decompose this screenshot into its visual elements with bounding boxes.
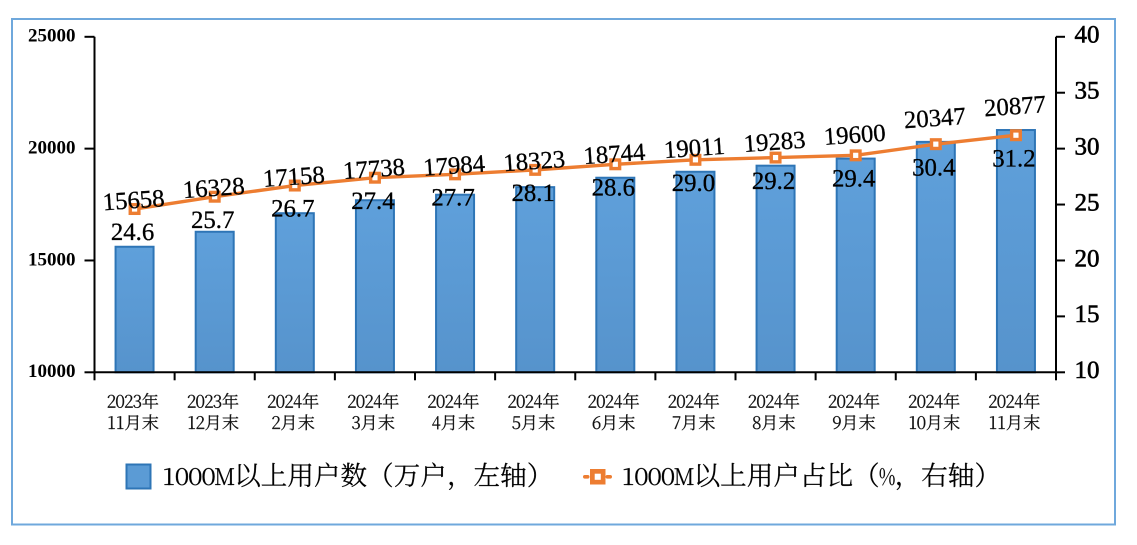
svg-text:19283: 19283 bbox=[743, 127, 807, 158]
svg-text:15658: 15658 bbox=[102, 185, 166, 216]
svg-text:15: 15 bbox=[1075, 301, 1100, 328]
svg-text:18744: 18744 bbox=[582, 139, 646, 170]
svg-text:20877: 20877 bbox=[983, 91, 1047, 122]
svg-text:17158: 17158 bbox=[262, 162, 326, 193]
svg-text:29.2: 29.2 bbox=[752, 168, 795, 195]
svg-text:27.7: 27.7 bbox=[431, 185, 474, 212]
svg-text:10000: 10000 bbox=[28, 361, 76, 382]
svg-text:29.0: 29.0 bbox=[672, 170, 715, 197]
svg-text:27.4: 27.4 bbox=[351, 188, 395, 215]
svg-text:19011: 19011 bbox=[663, 133, 726, 164]
svg-text:17738: 17738 bbox=[342, 154, 406, 185]
svg-text:10: 10 bbox=[1075, 357, 1100, 384]
svg-text:30: 30 bbox=[1075, 133, 1100, 160]
svg-text:15000: 15000 bbox=[28, 249, 76, 270]
svg-text:24.6: 24.6 bbox=[111, 219, 154, 246]
svg-text:28.1: 28.1 bbox=[511, 180, 554, 207]
svg-text:17984: 17984 bbox=[422, 150, 486, 181]
svg-text:19600: 19600 bbox=[823, 120, 887, 151]
svg-text:25: 25 bbox=[1075, 189, 1100, 216]
svg-text:25.7: 25.7 bbox=[191, 207, 234, 234]
svg-text:26.7: 26.7 bbox=[271, 196, 314, 223]
svg-text:29.4: 29.4 bbox=[832, 166, 876, 193]
svg-text:28.6: 28.6 bbox=[592, 174, 635, 201]
svg-text:30.4: 30.4 bbox=[912, 154, 956, 181]
svg-text:40: 40 bbox=[1075, 22, 1100, 49]
svg-text:35: 35 bbox=[1075, 78, 1100, 105]
svg-text:18323: 18323 bbox=[502, 146, 566, 177]
svg-text:25000: 25000 bbox=[28, 26, 76, 47]
svg-text:16328: 16328 bbox=[182, 173, 246, 204]
svg-text:20: 20 bbox=[1075, 245, 1100, 272]
svg-text:20347: 20347 bbox=[903, 103, 967, 134]
svg-text:31.2: 31.2 bbox=[992, 145, 1035, 172]
svg-text:20000: 20000 bbox=[28, 137, 76, 158]
